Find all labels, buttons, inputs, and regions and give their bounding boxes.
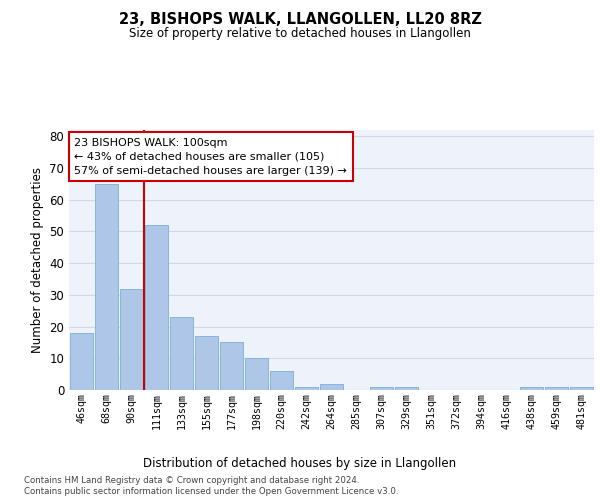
Bar — [320, 384, 343, 390]
Bar — [520, 387, 543, 390]
Bar — [145, 225, 168, 390]
Bar — [545, 387, 568, 390]
Bar — [295, 387, 318, 390]
Bar — [245, 358, 268, 390]
Text: Size of property relative to detached houses in Llangollen: Size of property relative to detached ho… — [129, 28, 471, 40]
Bar — [395, 387, 418, 390]
Bar — [195, 336, 218, 390]
Text: Contains HM Land Registry data © Crown copyright and database right 2024.: Contains HM Land Registry data © Crown c… — [24, 476, 359, 485]
Bar — [70, 333, 93, 390]
Bar — [270, 371, 293, 390]
Bar — [220, 342, 243, 390]
Text: Distribution of detached houses by size in Llangollen: Distribution of detached houses by size … — [143, 458, 457, 470]
Bar — [170, 317, 193, 390]
Text: Contains public sector information licensed under the Open Government Licence v3: Contains public sector information licen… — [24, 487, 398, 496]
Bar — [370, 387, 393, 390]
Bar — [570, 387, 593, 390]
Text: 23, BISHOPS WALK, LLANGOLLEN, LL20 8RZ: 23, BISHOPS WALK, LLANGOLLEN, LL20 8RZ — [119, 12, 481, 28]
Y-axis label: Number of detached properties: Number of detached properties — [31, 167, 44, 353]
Bar — [120, 288, 143, 390]
Bar — [95, 184, 118, 390]
Text: 23 BISHOPS WALK: 100sqm
← 43% of detached houses are smaller (105)
57% of semi-d: 23 BISHOPS WALK: 100sqm ← 43% of detache… — [74, 138, 347, 176]
